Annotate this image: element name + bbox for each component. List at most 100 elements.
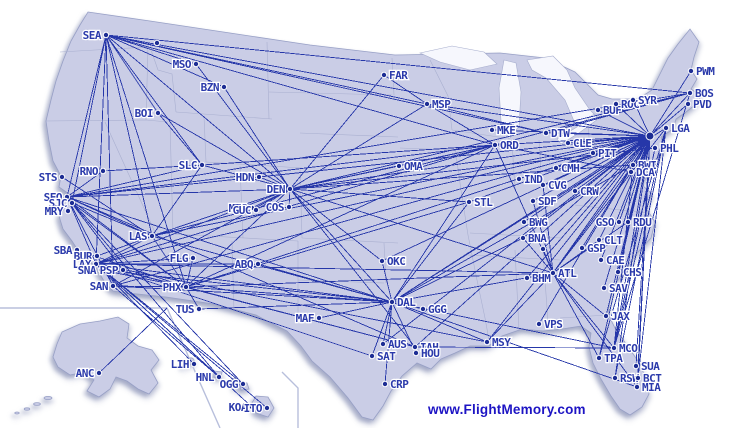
route-line-MSO-DEN (195, 63, 291, 190)
airport-dot-DCA (627, 168, 635, 176)
route-line-RSW-H1 (614, 135, 651, 379)
airport-label-CVG: CVG (548, 179, 567, 192)
state-border-line (205, 161, 303, 169)
route-line-SAN-DAL (112, 285, 393, 303)
airport-label-SEA: SEA (83, 29, 102, 42)
route-line-ORD-H1 (494, 135, 651, 146)
route-line-TUS-DAL (198, 301, 393, 310)
route-line-DEN-BWI (289, 164, 634, 190)
route-line-ORD-DCA (494, 144, 632, 173)
airport-dot-ANC (95, 369, 103, 377)
airport-label-RNO: RNO (80, 165, 99, 178)
state-border-line (469, 232, 563, 239)
airport-label-COS: COS (266, 201, 284, 214)
airport-dot-BHM (523, 274, 531, 282)
aleutian-island (33, 402, 41, 406)
route-line-MIA-H1 (636, 135, 651, 388)
route-line-ATL-MIA (552, 272, 638, 388)
airport-label-CRW: CRW (580, 185, 599, 198)
route-line-PHX-ATL (185, 272, 554, 288)
airport-label-CRP: CRP (390, 378, 409, 391)
route-line-CAE-H1 (600, 135, 651, 261)
airport-dot-ROC (612, 100, 620, 108)
airport-dot-CLT (595, 236, 603, 244)
route-line-DAL-SAT (371, 301, 393, 357)
route-line-SEA-DEN (105, 34, 291, 190)
route-line-ANC-AK1 (98, 307, 168, 374)
airport-dot-MKE (488, 126, 496, 134)
airport-label-SLC: SLC (179, 159, 197, 172)
airport-label-ORD: ORD (500, 139, 519, 152)
route-line-MCO-BWI (613, 164, 634, 349)
watermark-url: www.FlightMemory.com (428, 402, 586, 417)
airport-dot-KOA (248, 403, 256, 411)
airport-dot-BNA (519, 234, 527, 242)
airport-label-STS: STS (39, 171, 57, 184)
state-border-line (301, 237, 399, 244)
airport-dot-SBA (73, 246, 81, 254)
airport-dot-H1 (645, 131, 655, 141)
airport-label-BZN: BZN (201, 81, 219, 94)
route-line-STS-LAS (61, 176, 153, 237)
route-line-SJC-LAS (71, 202, 153, 237)
route-line-HNL-SAN (112, 285, 220, 378)
airport-dot-SDF (529, 197, 537, 205)
airport-label-SAV: SAV (609, 282, 628, 295)
route-line-LAS-BUR (96, 235, 153, 257)
airport-label-GSO: GSO (596, 216, 615, 229)
route-line-SAN-H1 (112, 135, 651, 287)
airport-label-IND: IND (524, 173, 543, 186)
route-line-DEN-MTJ (251, 188, 291, 209)
airport-dot-IND (515, 175, 523, 183)
route-line-H1-PWM (649, 70, 692, 137)
airport-dot-MCO (610, 344, 618, 352)
airport-label-CLT: CLT (604, 234, 623, 247)
airport-dot-ORD (491, 141, 499, 149)
airport-dot-FLG (189, 254, 197, 262)
airport-label-VPS: VPS (544, 318, 562, 331)
airport-label-MCO: MCO (619, 342, 638, 355)
route-line-DEN-GUC (255, 188, 291, 211)
route-line-SEA-DTW (105, 34, 547, 134)
airport-dot-RDU (624, 218, 632, 226)
route-line-CRW-H1 (574, 135, 651, 192)
aleutian-island (14, 411, 20, 415)
aleutian-island (43, 395, 53, 400)
route-line-SDF-ATL (532, 200, 554, 274)
route-line-DEN-ATL (289, 188, 554, 274)
route-line-DAL-MIA (391, 301, 638, 388)
state-border-line (45, 119, 169, 123)
route-line-FAR-MSP (383, 74, 428, 105)
airport-dot-SAN (109, 282, 117, 290)
route-line-DAL-CRP (384, 301, 393, 385)
state-border-line (514, 249, 520, 331)
airport-label-BUF: BUF (603, 104, 621, 117)
hawaii-lanai (234, 385, 238, 389)
route-line-H1-BOS (649, 92, 691, 137)
airport-label-HOU: HOU (421, 347, 440, 360)
route-line-DEN-DAL (289, 188, 393, 303)
route-line-PSP-SFO (66, 196, 124, 271)
route-line-D1-ATL (542, 248, 554, 274)
airport-label-OGG: OGG (220, 378, 239, 391)
route-line-CVG-ATL (542, 184, 554, 274)
airport-dot-ABQ (254, 260, 262, 268)
route-line-GSO-H1 (618, 135, 651, 223)
airport-label-BOS: BOS (695, 87, 713, 100)
route-line-LAX-KOA (95, 263, 253, 408)
route-line-LAX-SAT (95, 263, 373, 357)
route-line-HDN-H1 (258, 135, 651, 178)
airport-dot-TUS (195, 305, 203, 313)
route-line-LAX-OGG (95, 263, 244, 385)
route-line-DAL-MAF (318, 301, 393, 319)
airport-label-GUC: GUC (233, 204, 251, 217)
airport-label-DEN: DEN (267, 183, 285, 196)
airport-label-BWI: BWI (638, 159, 656, 172)
hawaii-inset-border (281, 371, 299, 428)
route-line-LAX-DAL (95, 263, 393, 303)
route-line-PHX-DEN (185, 188, 291, 288)
airport-dot-COS (285, 203, 293, 211)
route-line-IAH-MCO (414, 346, 615, 349)
route-line-IAH-H1 (414, 135, 651, 348)
